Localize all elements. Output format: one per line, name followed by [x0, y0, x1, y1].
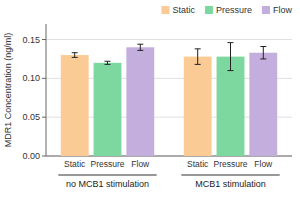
bar — [249, 53, 277, 156]
x-tick-label: Flow — [254, 159, 273, 169]
error-bar-cap — [72, 52, 78, 53]
y-tick-label: 0.15 — [22, 35, 40, 45]
grid-line — [46, 39, 292, 40]
error-bar — [228, 43, 234, 71]
bar — [184, 57, 212, 156]
legend: Static Pressure Flow — [161, 5, 292, 15]
error-bar-stem — [263, 47, 264, 59]
x-tick-label: Static — [64, 159, 86, 169]
legend-item: Pressure — [205, 5, 252, 15]
bar — [61, 55, 89, 156]
bar — [126, 47, 154, 156]
error-bar-cap — [137, 44, 143, 45]
plot-area — [61, 43, 277, 156]
error-bar-cap — [137, 50, 143, 51]
y-tick-label: 0.00 — [22, 151, 40, 161]
error-bar-cap — [228, 42, 234, 43]
group-label: no MCB1 stimulation — [66, 179, 149, 189]
chart: 0.00 0.05 0.10 0.15 MDR1 Concentration (ng/m… — [0, 0, 300, 200]
y-tick — [42, 39, 46, 40]
x-tick-label: Static — [187, 159, 209, 169]
grid — [46, 40, 292, 156]
x-tick-label: Pressure — [213, 159, 247, 169]
legend-label: Pressure — [216, 5, 252, 15]
group-bracket — [181, 175, 279, 176]
legend-swatch — [161, 6, 169, 14]
group-label: MCB1 stimulation — [195, 179, 266, 189]
legend-label: Flow — [273, 5, 293, 15]
bar — [94, 63, 122, 156]
error-bar-stem — [74, 53, 75, 58]
error-bar-stem — [197, 49, 198, 65]
error-bar — [105, 61, 111, 64]
group-bracket — [58, 175, 156, 176]
error-bar-cap — [260, 58, 266, 59]
y-tick — [42, 156, 46, 157]
legend-item: Static — [161, 5, 195, 15]
y-axis-line — [46, 24, 47, 156]
error-bar-cap — [105, 61, 111, 62]
error-bar-cap — [195, 48, 201, 49]
error-bar-cap — [72, 57, 78, 58]
x-tick-label: Flow — [131, 159, 150, 169]
x-tick-label: Pressure — [90, 159, 124, 169]
y-tick — [42, 78, 46, 79]
error-bar-cap — [195, 64, 201, 65]
error-bar — [137, 44, 143, 50]
y-tick — [42, 117, 46, 118]
error-bar-cap — [260, 46, 266, 47]
error-bar-cap — [228, 70, 234, 71]
chart-container: 0.00 0.05 0.10 0.15 MDR1 Concentration (ng/m… — [0, 0, 300, 200]
y-tick-label: 0.10 — [22, 73, 40, 83]
legend-swatch — [205, 6, 213, 14]
error-bar-stem — [230, 43, 231, 71]
error-bar — [72, 53, 78, 58]
bar — [217, 57, 245, 156]
error-bar-stem — [140, 44, 141, 50]
error-bar — [260, 47, 266, 59]
legend-item: Flow — [262, 5, 293, 15]
legend-label: Static — [172, 5, 195, 15]
legend-swatch — [262, 6, 270, 14]
y-tick-label: 0.05 — [22, 112, 40, 122]
error-bar — [195, 49, 201, 65]
y-axis-label: MDR1 Concentration (ng/ml) — [3, 33, 13, 148]
error-bar-cap — [105, 64, 111, 65]
